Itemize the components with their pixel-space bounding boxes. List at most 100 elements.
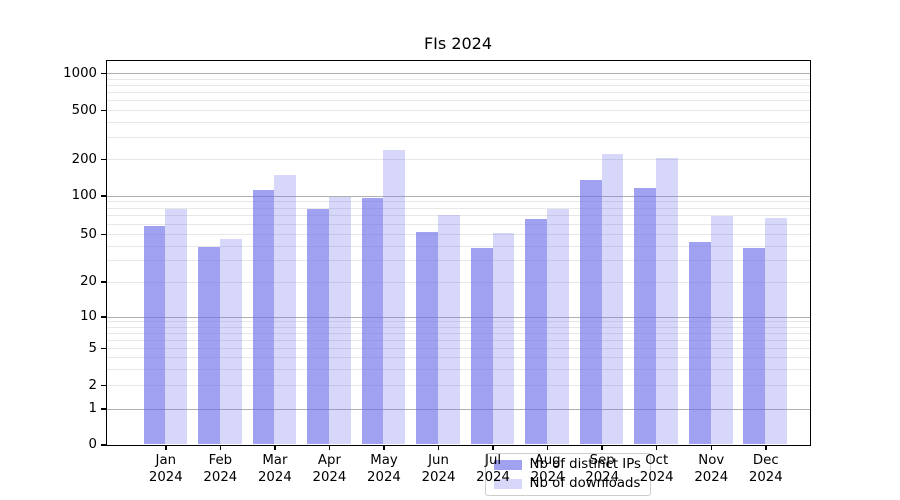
gridline-major	[106, 73, 810, 74]
x-tick-year: 2024	[148, 470, 183, 485]
y-tick	[101, 158, 106, 161]
x-tick-label: Mar 2024	[247, 452, 303, 486]
y-tick-label: 100	[71, 188, 97, 203]
x-tick	[383, 445, 385, 450]
y-tick	[101, 281, 106, 283]
bar-downloads-dec	[765, 217, 788, 445]
bar-distinct-ips-apr	[307, 209, 329, 445]
x-tick	[710, 445, 712, 450]
x-tick-month: Aug	[534, 453, 561, 468]
x-tick-month: Jun	[428, 453, 449, 468]
y-tick	[101, 347, 106, 350]
x-tick-month: Jul	[485, 453, 502, 468]
bar-distinct-ips-nov	[688, 241, 711, 445]
x-tick	[437, 445, 440, 450]
bar-downloads-jun	[438, 215, 460, 445]
x-tick	[655, 445, 658, 450]
x-tick-year: 2024	[530, 470, 565, 485]
y-tick	[101, 233, 106, 236]
x-tick-label: Aug 2024	[520, 452, 576, 486]
gridline-minor	[106, 348, 810, 349]
legend: Nb of distinct IPs Nb of downloads	[484, 452, 651, 496]
bar-distinct-ips-aug	[525, 218, 548, 445]
x-tick-month: Apr	[317, 453, 341, 468]
legend-swatch-distinct-ips	[493, 459, 522, 470]
x-tick	[328, 445, 331, 450]
gridline-minor	[106, 368, 810, 370]
y-tick	[101, 72, 106, 75]
x-tick-year: 2024	[257, 470, 292, 485]
bar-distinct-ips-oct	[634, 187, 657, 445]
y-tick-label: 5	[88, 340, 97, 356]
x-tick	[274, 445, 276, 450]
x-tick-year: 2024	[421, 470, 456, 485]
x-tick-year: 2024	[694, 470, 729, 485]
gridline-major	[106, 195, 810, 197]
gridline-minor	[106, 332, 810, 334]
bar-distinct-ips-jan	[143, 225, 166, 445]
legend-label-downloads: Nb of downloads	[529, 476, 641, 491]
bar-downloads-jan	[165, 209, 188, 445]
gridline-minor	[106, 223, 810, 225]
x-tick	[546, 445, 549, 450]
bar-distinct-ips-feb	[198, 246, 220, 445]
gridline-minor	[106, 339, 810, 341]
y-tick-label: 0	[88, 437, 97, 452]
bar-downloads-jul	[492, 232, 515, 445]
x-tick	[765, 445, 767, 450]
x-tick-month: May	[370, 453, 398, 468]
grid-layer	[106, 61, 810, 445]
y-tick-label: 50	[80, 226, 97, 242]
x-tick-label: Sep 2024	[574, 452, 630, 486]
bar-downloads-sep	[601, 153, 624, 445]
gridline-minor	[106, 100, 810, 102]
legend-swatch-downloads	[493, 478, 522, 489]
legend-label-distinct-ips: Nb of distinct IPs	[529, 457, 641, 472]
bar-layer	[107, 61, 810, 445]
x-tick	[219, 445, 222, 450]
x-tick-month: Feb	[208, 453, 233, 468]
gridline-minor	[106, 245, 810, 247]
x-tick-month: Sep	[589, 453, 615, 468]
gridline-minor	[106, 84, 810, 86]
y-tick	[101, 444, 106, 446]
gridline-minor	[106, 78, 810, 80]
gridline-minor	[106, 159, 810, 160]
bar-downloads-mar	[274, 174, 297, 445]
bar-downloads-may	[383, 150, 406, 445]
y-tick-label: 20	[80, 274, 97, 289]
x-tick-label: Nov 2024	[683, 452, 739, 486]
y-tick-label: 10	[80, 309, 97, 324]
x-tick-label: Dec 2024	[738, 452, 794, 486]
gridline-minor	[106, 137, 810, 139]
y-tick-label: 500	[71, 102, 97, 118]
x-tick-label: Jan 2024	[138, 452, 194, 486]
bar-distinct-ips-jul	[470, 248, 493, 445]
x-tick-year: 2024	[312, 470, 347, 485]
x-tick	[492, 445, 494, 450]
x-tick-month: Jan	[155, 453, 177, 468]
x-tick-month: Nov	[698, 453, 725, 468]
y-tick	[101, 384, 106, 387]
gridline-minor	[106, 234, 810, 235]
plot-area: Nb of distinct IPs Nb of downloads	[105, 59, 811, 496]
x-tick-year: 2024	[639, 470, 674, 485]
bar-downloads-nov	[710, 216, 733, 445]
y-tick	[101, 195, 106, 197]
x-tick-month: Dec	[752, 453, 779, 468]
gridline-minor	[106, 92, 810, 94]
x-tick-month: Mar	[262, 453, 288, 468]
x-tick-label: Jun 2024	[411, 452, 467, 486]
gridline-minor	[106, 326, 810, 328]
x-tick-year: 2024	[476, 470, 510, 485]
x-tick-label: Oct 2024	[629, 452, 685, 486]
gridline-minor	[106, 201, 810, 203]
y-tick	[101, 408, 106, 410]
gridline-minor	[106, 260, 810, 262]
x-tick-label: Feb 2024	[192, 452, 248, 486]
chart-title: FIs 2024	[423, 34, 493, 53]
x-tick-label: Apr 2024	[301, 452, 357, 486]
bar-distinct-ips-mar	[252, 189, 275, 445]
bar-downloads-oct	[656, 158, 678, 445]
